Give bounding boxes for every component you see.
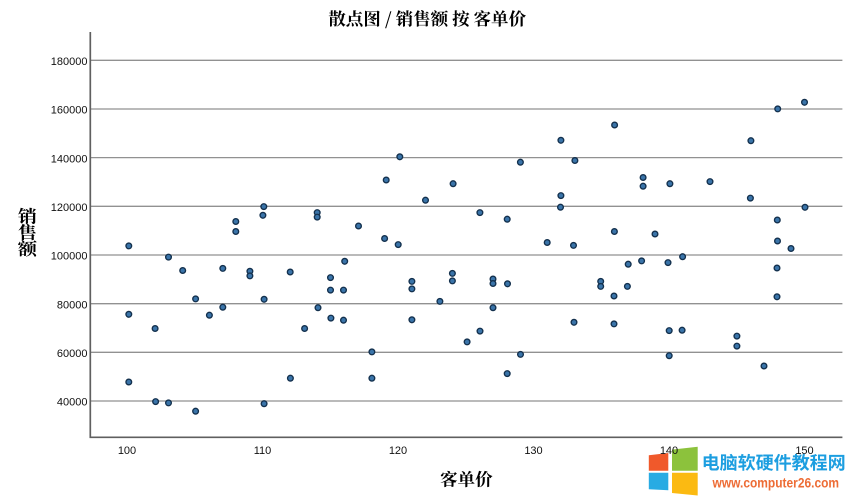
svg-text:100: 100 [118,445,136,457]
svg-text:130: 130 [524,445,542,457]
svg-text:140000: 140000 [51,153,88,165]
svg-text:140: 140 [660,445,678,457]
svg-text:160000: 160000 [51,105,88,117]
svg-text:120000: 120000 [51,202,88,214]
svg-text:100000: 100000 [51,251,88,263]
svg-text:40000: 40000 [57,397,88,409]
svg-text:60000: 60000 [57,348,88,360]
svg-text:120: 120 [389,445,407,457]
svg-text:180000: 180000 [51,56,88,68]
svg-text:www.computer26.com: www.computer26.com [712,476,839,491]
svg-text:80000: 80000 [57,299,88,311]
svg-text:150: 150 [795,445,813,457]
svg-text:110: 110 [254,445,272,457]
